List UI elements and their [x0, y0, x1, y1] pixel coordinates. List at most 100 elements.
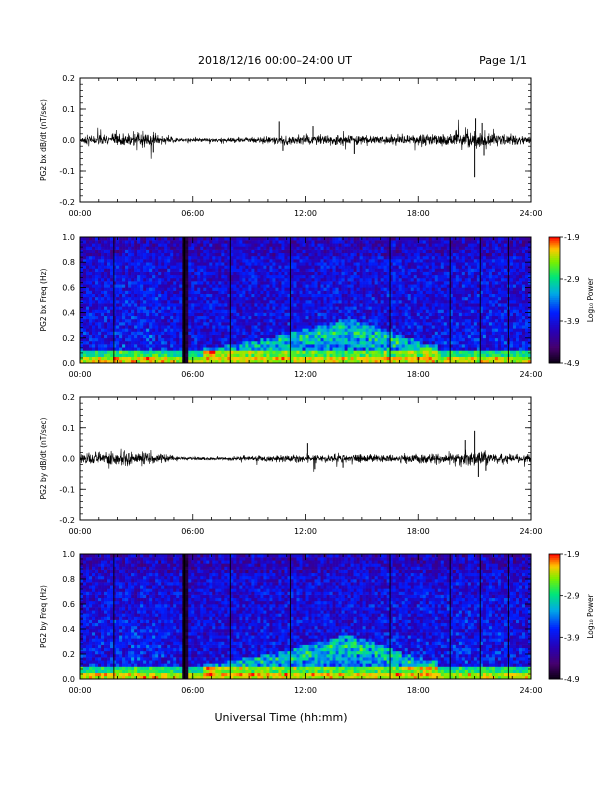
spectrogram-cell [317, 303, 321, 307]
spectrogram-cell [260, 318, 264, 323]
spectrogram-cell [305, 315, 309, 320]
spectrogram-cell [356, 287, 360, 291]
spectrogram-cell [242, 262, 246, 266]
spectrogram-cell [83, 306, 87, 310]
spectrogram-cell [401, 337, 406, 342]
spectrogram-cell [272, 237, 276, 241]
spectrogram-cell [257, 322, 261, 326]
spectrogram-cell [320, 268, 324, 272]
spectrogram-cell [308, 265, 312, 269]
spectrogram-cell [146, 334, 150, 339]
spectrogram-cell [260, 287, 264, 291]
spectrogram-cell [203, 262, 207, 266]
spectrogram-cell [308, 337, 312, 342]
spectrogram-cell [323, 262, 327, 266]
spectrogram-cell [206, 259, 210, 263]
spectrogram-cell [104, 293, 108, 298]
spectrogram-cell [362, 322, 366, 326]
spectrogram-cell [164, 315, 168, 320]
spectrogram-cell [92, 353, 96, 357]
spectrogram-cell [230, 337, 234, 342]
spectrogram-cell [200, 296, 204, 301]
spectrogram-cell [401, 255, 406, 260]
spectrogram-cell [137, 284, 141, 288]
spectrogram-cell [323, 331, 327, 335]
spectrogram-cell [218, 331, 222, 335]
spectrogram-cell [299, 290, 303, 294]
spectrogram-cell [437, 315, 442, 320]
spectrogram-cell [416, 290, 421, 294]
spectrogram-cell [179, 252, 183, 257]
spectrogram-cell [305, 331, 309, 335]
spectrogram-cell [200, 300, 204, 304]
spectrogram-cell [248, 274, 252, 279]
spectrogram-cell [257, 325, 261, 329]
spectrogram-cell [194, 309, 198, 313]
spectrogram-cell [434, 312, 439, 317]
spectrogram-cell [218, 246, 222, 250]
spectrogram-cell [443, 350, 448, 354]
spectrogram-cell [335, 259, 339, 263]
spectrogram-cell [275, 243, 279, 247]
spectrogram-cell [299, 246, 303, 250]
spectrogram-cell [251, 265, 255, 269]
spectrogram-cell [179, 359, 183, 364]
spectrogram-cell [104, 334, 108, 339]
spectrogram-cell [263, 340, 267, 345]
spectrogram-cell [170, 340, 174, 345]
spectrogram-cell [428, 277, 433, 282]
spectrogram-cell [281, 334, 285, 339]
spectrogram-cell [344, 252, 348, 257]
spectrogram-cell [284, 262, 288, 266]
spectrogram-cell [314, 322, 318, 326]
spectrogram-cell [350, 356, 354, 361]
spectrogram-cell [314, 290, 318, 294]
spectrogram-cell [284, 356, 288, 361]
spectrogram-cell [197, 328, 201, 332]
spectrogram-cell [131, 237, 135, 241]
spectrogram-cell [107, 237, 111, 241]
spectrogram-cell [167, 265, 171, 269]
spectrogram-cell [320, 277, 324, 282]
spectrogram-cell [107, 300, 111, 304]
spectrogram-cell [266, 265, 270, 269]
spectrogram-cell [113, 325, 117, 329]
spectrogram-cell [347, 284, 351, 288]
spectrogram-cell [143, 344, 147, 348]
spectrogram-cell [353, 306, 357, 310]
spectrogram-cell [350, 350, 354, 354]
spectrogram-cell [371, 353, 375, 357]
spectrogram-cell [227, 246, 231, 250]
spectrogram-cell [257, 293, 261, 298]
spectrogram-cell [326, 284, 330, 288]
spectrogram-cell [425, 262, 430, 266]
spectrogram-cell [347, 340, 351, 345]
spectrogram-cell [401, 274, 406, 279]
spectrogram-cell [98, 356, 102, 361]
spectrogram-cell [401, 265, 406, 269]
spectrogram-cell [380, 325, 384, 329]
spectrogram-cell [125, 265, 129, 269]
spectrogram-cell [326, 240, 330, 244]
spectrogram-cell [167, 359, 171, 364]
spectrogram-cell [263, 287, 267, 291]
spectrogram-cell [290, 325, 294, 329]
spectrogram-cell [215, 237, 219, 241]
spectrogram-cell [398, 328, 403, 332]
spectrogram-cell [377, 306, 381, 310]
spectrogram-cell [206, 356, 210, 361]
spectrogram-cell [287, 268, 291, 272]
spectrogram-cell [353, 262, 357, 266]
spectrogram-cell [257, 334, 261, 339]
spectrogram-cell [374, 240, 378, 244]
spectrogram-cell [359, 303, 363, 307]
spectrogram-cell [263, 265, 267, 269]
spectrogram-cell [140, 347, 144, 351]
spectrogram-cell [113, 337, 117, 342]
spectrogram-cell [233, 284, 237, 288]
spectrogram-cell [254, 262, 258, 266]
spectrogram-cell [425, 334, 430, 339]
spectrogram-cell [272, 350, 276, 354]
spectrogram-cell [407, 287, 412, 291]
spectrogram-cell [89, 265, 93, 269]
